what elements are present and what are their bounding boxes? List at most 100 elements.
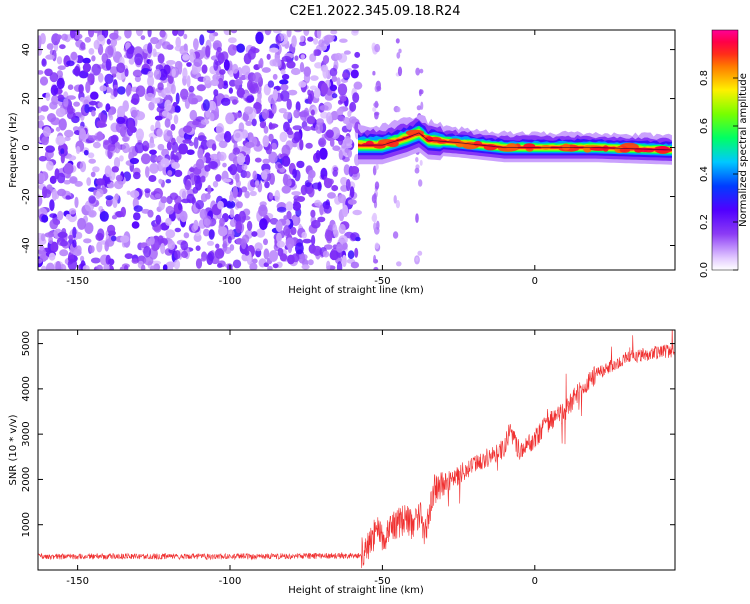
noise-speckle — [208, 161, 218, 169]
noise-speckle — [307, 36, 314, 42]
noise-speckle — [276, 232, 282, 243]
noise-speckle — [258, 59, 264, 65]
noise-speckle — [45, 262, 55, 270]
noise-speckle — [203, 218, 211, 226]
noise-speckle — [48, 236, 53, 245]
snr-x-ticks: -150 -100 -50 0 — [66, 330, 538, 587]
noise-speckle — [245, 120, 253, 126]
noise-speckle — [314, 199, 322, 207]
noise-speckle — [148, 101, 155, 111]
noise-speckle — [38, 115, 45, 121]
noise-speckle — [183, 232, 190, 239]
noise-speckle — [286, 210, 292, 220]
noise-speckle — [85, 81, 91, 94]
noise-speckle — [227, 229, 235, 239]
noise-speckle — [57, 210, 64, 221]
noise-speckle — [45, 145, 55, 153]
noise-speckle — [165, 217, 172, 226]
noise-speckle — [147, 42, 153, 54]
noise-speckle — [69, 177, 78, 183]
noise-speckle — [249, 262, 258, 270]
noise-speckle — [223, 80, 228, 86]
noise-speckle — [392, 231, 399, 239]
noise-speckle — [316, 30, 322, 39]
noise-speckle — [188, 85, 195, 93]
noise-speckle — [124, 253, 133, 259]
noise-speckle — [154, 115, 163, 121]
noise-speckle — [349, 116, 357, 124]
noise-speckle — [320, 82, 329, 95]
noise-speckle — [285, 201, 294, 211]
noise-speckle — [213, 59, 219, 71]
noise-speckle — [93, 141, 101, 149]
noise-speckle — [99, 85, 107, 92]
signal-blob — [473, 140, 483, 147]
noise-speckle — [102, 140, 112, 150]
noise-speckle — [395, 38, 400, 44]
noise-speckle — [150, 37, 159, 45]
noise-speckle — [415, 256, 419, 262]
noise-speckle — [120, 235, 130, 243]
noise-speckle — [50, 241, 59, 253]
noise-speckle — [261, 170, 268, 180]
noise-speckle — [228, 152, 237, 162]
noise-speckle — [313, 87, 321, 99]
noise-speckle — [241, 163, 248, 171]
noise-speckle — [177, 203, 183, 211]
noise-speckle — [351, 63, 359, 69]
spectrogram-x-ticks: -150 -100 -50 0 — [66, 30, 538, 287]
noise-speckle — [228, 37, 237, 44]
noise-speckle — [336, 261, 343, 270]
noise-speckle — [157, 143, 165, 151]
noise-speckle — [67, 84, 74, 90]
noise-speckle — [82, 57, 91, 64]
noise-speckle — [225, 200, 236, 209]
noise-speckle — [151, 97, 161, 104]
noise-speckle — [246, 220, 253, 231]
noise-speckle — [414, 167, 420, 174]
noise-speckle — [110, 235, 117, 242]
noise-speckle — [180, 88, 189, 100]
noise-speckle — [317, 216, 326, 223]
noise-speckle — [290, 226, 297, 236]
noise-speckle — [113, 157, 121, 169]
noise-speckle — [398, 48, 402, 54]
noise-speckle — [295, 242, 304, 255]
noise-speckle — [181, 250, 188, 259]
noise-speckle — [201, 64, 208, 74]
noise-speckle — [38, 194, 43, 207]
noise-speckle — [41, 265, 47, 270]
noise-speckle — [396, 106, 401, 113]
noise-speckle — [63, 162, 74, 175]
noise-speckle — [300, 184, 308, 196]
noise-speckle — [49, 213, 57, 219]
noise-speckle — [281, 55, 292, 62]
noise-speckle — [283, 121, 290, 133]
noise-speckle — [287, 254, 295, 265]
noise-speckle — [140, 153, 151, 165]
noise-speckle — [329, 138, 335, 147]
noise-speckle — [339, 95, 347, 102]
noise-speckle — [73, 101, 80, 107]
noise-speckle — [181, 190, 187, 201]
noise-speckle — [374, 242, 380, 250]
noise-speckle — [331, 185, 339, 192]
noise-speckle — [229, 164, 238, 176]
noise-speckle — [86, 177, 92, 186]
noise-speckle — [275, 34, 282, 45]
noise-speckle — [395, 200, 400, 209]
noise-speckle — [119, 155, 124, 162]
noise-speckle — [158, 178, 163, 184]
noise-speckle — [291, 191, 302, 196]
noise-speckle — [285, 237, 295, 249]
noise-speckle — [111, 215, 118, 220]
noise-speckle — [77, 217, 87, 230]
noise-speckle — [40, 233, 46, 242]
noise-speckle — [331, 93, 338, 99]
noise-speckle — [169, 192, 179, 200]
noise-speckle — [113, 88, 118, 98]
noise-speckle — [286, 98, 292, 110]
noise-speckle — [73, 65, 81, 77]
noise-speckle — [96, 264, 103, 270]
noise-speckle — [229, 244, 235, 251]
